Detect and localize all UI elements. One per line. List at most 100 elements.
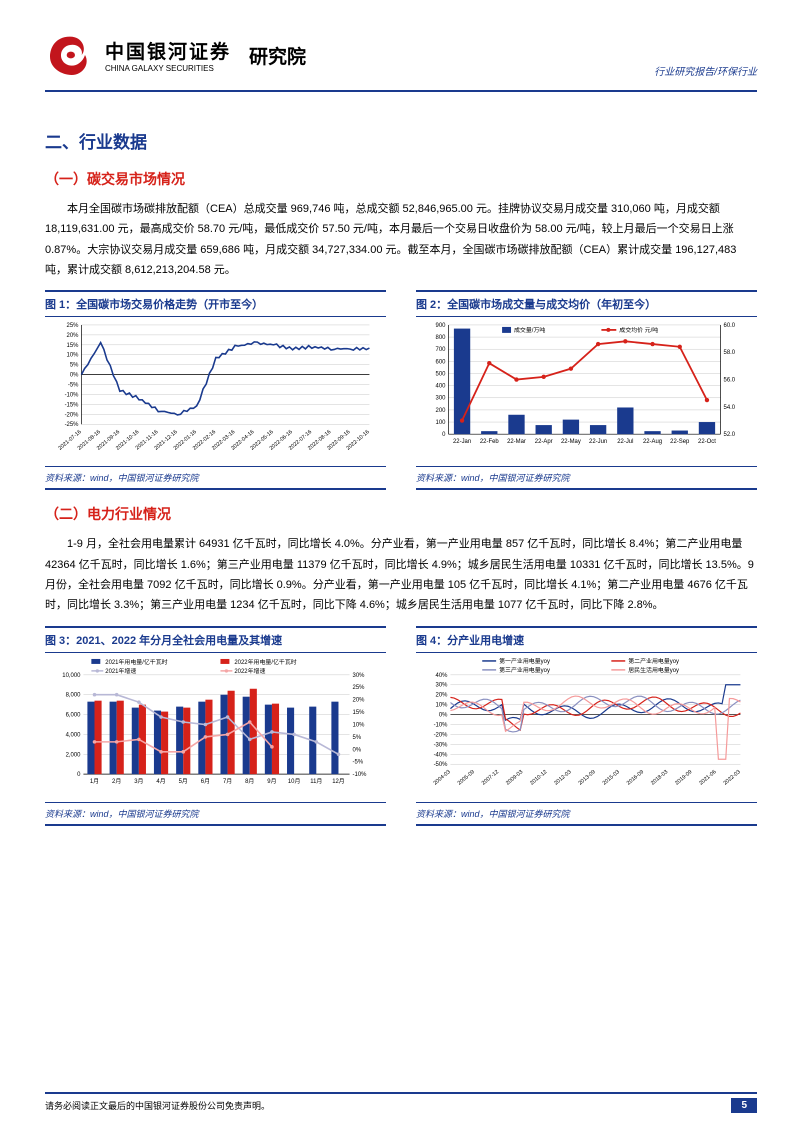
svg-text:2021-06: 2021-06 bbox=[698, 769, 717, 786]
svg-text:2015-03: 2015-03 bbox=[602, 769, 621, 786]
svg-text:20%: 20% bbox=[436, 692, 449, 698]
svg-text:2022年用电量/亿千瓦时: 2022年用电量/亿千瓦时 bbox=[234, 658, 296, 666]
svg-text:40%: 40% bbox=[436, 673, 449, 679]
svg-text:22-Sep: 22-Sep bbox=[670, 439, 690, 445]
svg-text:-20%: -20% bbox=[65, 413, 80, 419]
svg-text:2005-09: 2005-09 bbox=[457, 769, 476, 786]
svg-text:成交均价 元/吨: 成交均价 元/吨 bbox=[619, 326, 658, 334]
svg-text:20%: 20% bbox=[353, 697, 366, 703]
logo-text: 中国银河证券 CHINA GALAXY SECURITIES bbox=[105, 37, 231, 73]
svg-text:-40%: -40% bbox=[434, 752, 449, 758]
svg-text:800: 800 bbox=[436, 335, 447, 341]
svg-text:0%: 0% bbox=[70, 373, 79, 379]
svg-text:900: 900 bbox=[436, 323, 447, 329]
svg-text:4月: 4月 bbox=[156, 778, 165, 785]
svg-text:5月: 5月 bbox=[179, 778, 188, 785]
svg-text:-10%: -10% bbox=[353, 772, 368, 778]
svg-text:200: 200 bbox=[436, 408, 447, 414]
svg-text:第三产业用电量yoy: 第三产业用电量yoy bbox=[499, 666, 550, 674]
chart-row-1: 图 1：全国碳市场交易价格走势（开市至今） -25%-20%-15%-10%-5… bbox=[45, 290, 757, 504]
svg-text:-5%: -5% bbox=[353, 759, 364, 765]
svg-text:15%: 15% bbox=[67, 343, 80, 349]
svg-text:-20%: -20% bbox=[434, 732, 449, 738]
chart1-block: 图 1：全国碳市场交易价格走势（开市至今） -25%-20%-15%-10%-5… bbox=[45, 290, 386, 504]
svg-text:2022-03: 2022-03 bbox=[723, 769, 742, 786]
svg-text:0%: 0% bbox=[439, 712, 448, 718]
sub1-paragraph: 本月全国碳市场碳排放配额（CEA）总成交量 969,746 吨，总成交额 52,… bbox=[45, 199, 757, 280]
org-name-en: CHINA GALAXY SECURITIES bbox=[105, 64, 231, 73]
header-divider bbox=[45, 90, 757, 92]
subsection2-title: （二）电力行业情况 bbox=[45, 504, 757, 524]
svg-text:400: 400 bbox=[436, 384, 447, 390]
chart2-source: 资料来源：wind，中国银河证券研究院 bbox=[416, 466, 757, 490]
svg-text:2016-09: 2016-09 bbox=[626, 769, 645, 786]
svg-text:10%: 10% bbox=[353, 722, 366, 728]
svg-text:0%: 0% bbox=[353, 747, 362, 753]
svg-text:2012-03: 2012-03 bbox=[553, 769, 572, 786]
page-header: 中国银河证券 CHINA GALAXY SECURITIES 研究院 行业研究报… bbox=[45, 30, 757, 88]
institute-name: 研究院 bbox=[249, 42, 306, 69]
svg-text:成交量/万吨: 成交量/万吨 bbox=[514, 326, 545, 334]
sub2-paragraph: 1-9 月，全社会用电量累计 64931 亿千瓦时，同比增长 4.0%。分产业看… bbox=[45, 534, 757, 615]
svg-text:1月: 1月 bbox=[90, 778, 99, 785]
svg-text:-50%: -50% bbox=[434, 762, 449, 768]
chart4-block: 图 4：分产业用电增速 -50%-40%-30%-20%-10%0%10%20%… bbox=[416, 626, 757, 840]
svg-text:22-Mar: 22-Mar bbox=[507, 439, 526, 445]
chart1-svg: -25%-20%-15%-10%-5%0%5%10%15%20%25%2021-… bbox=[45, 316, 386, 461]
svg-text:100: 100 bbox=[436, 420, 447, 426]
chart4-title: 图 4：分产业用电增速 bbox=[416, 626, 757, 648]
svg-text:2021年增速: 2021年增速 bbox=[105, 667, 136, 675]
chart3-source: 资料来源：wind，中国银河证券研究院 bbox=[45, 802, 386, 826]
svg-text:700: 700 bbox=[436, 348, 447, 354]
chart3-svg: 02,0004,0006,0008,00010,000-10%-5%0%5%10… bbox=[45, 652, 386, 797]
chart1-title: 图 1：全国碳市场交易价格走势（开市至今） bbox=[45, 290, 386, 312]
svg-text:居民生活用电量yoy: 居民生活用电量yoy bbox=[628, 666, 679, 674]
svg-text:20%: 20% bbox=[67, 333, 80, 339]
svg-text:5%: 5% bbox=[70, 363, 79, 369]
svg-text:22-Feb: 22-Feb bbox=[480, 439, 500, 445]
svg-text:-25%: -25% bbox=[65, 423, 80, 429]
org-name-cn: 中国银河证券 bbox=[105, 37, 231, 64]
svg-text:52.0: 52.0 bbox=[724, 433, 736, 439]
page-footer: 请务必阅读正文最后的中国银河证券股份公司免责声明。 5 bbox=[45, 1092, 757, 1113]
svg-text:30%: 30% bbox=[353, 673, 366, 679]
svg-text:2,000: 2,000 bbox=[66, 752, 82, 758]
doc-type-label: 行业研究报告/环保行业 bbox=[654, 63, 757, 80]
svg-text:15%: 15% bbox=[353, 710, 366, 716]
svg-text:10%: 10% bbox=[67, 353, 80, 359]
svg-text:600: 600 bbox=[436, 360, 447, 366]
svg-text:22-May: 22-May bbox=[561, 439, 581, 445]
svg-text:第一产业用电量yoy: 第一产业用电量yoy bbox=[499, 657, 550, 665]
svg-text:500: 500 bbox=[436, 372, 447, 378]
svg-text:300: 300 bbox=[436, 396, 447, 402]
svg-text:4,000: 4,000 bbox=[66, 732, 82, 738]
svg-text:25%: 25% bbox=[353, 685, 366, 691]
galaxy-logo-icon bbox=[45, 30, 95, 80]
svg-text:第二产业用电量yoy: 第二产业用电量yoy bbox=[628, 657, 679, 665]
page-number: 5 bbox=[731, 1098, 757, 1113]
svg-text:0: 0 bbox=[77, 772, 81, 778]
svg-text:-15%: -15% bbox=[65, 403, 80, 409]
svg-text:22-Apr: 22-Apr bbox=[535, 439, 553, 445]
chart4-source: 资料来源：wind，中国银河证券研究院 bbox=[416, 802, 757, 826]
chart2-title: 图 2：全国碳市场成交量与成交均价（年初至今） bbox=[416, 290, 757, 312]
svg-text:-10%: -10% bbox=[434, 722, 449, 728]
chart4-svg: -50%-40%-30%-20%-10%0%10%20%30%40%2004-0… bbox=[416, 652, 757, 797]
svg-text:58.0: 58.0 bbox=[724, 351, 736, 357]
svg-text:2021年用电量/亿千瓦时: 2021年用电量/亿千瓦时 bbox=[105, 658, 167, 666]
chart2-svg: 010020030040050060070080090052.054.056.0… bbox=[416, 316, 757, 461]
svg-text:2013-09: 2013-09 bbox=[578, 769, 597, 786]
section-title: 二、行业数据 bbox=[45, 128, 757, 153]
svg-text:8,000: 8,000 bbox=[66, 692, 82, 698]
chart3-block: 图 3：2021、2022 年分月全社会用电量及其增速 02,0004,0006… bbox=[45, 626, 386, 840]
chart3-title: 图 3：2021、2022 年分月全社会用电量及其增速 bbox=[45, 626, 386, 648]
footer-divider bbox=[45, 1092, 757, 1094]
svg-text:8月: 8月 bbox=[245, 778, 254, 785]
svg-text:56.0: 56.0 bbox=[724, 378, 736, 384]
svg-text:22-Jun: 22-Jun bbox=[589, 439, 607, 445]
svg-text:2007-12: 2007-12 bbox=[481, 769, 500, 786]
subsection1-title: （一）碳交易市场情况 bbox=[45, 169, 757, 189]
svg-text:5%: 5% bbox=[353, 735, 362, 741]
svg-text:30%: 30% bbox=[436, 683, 449, 689]
svg-text:9月: 9月 bbox=[267, 778, 276, 785]
